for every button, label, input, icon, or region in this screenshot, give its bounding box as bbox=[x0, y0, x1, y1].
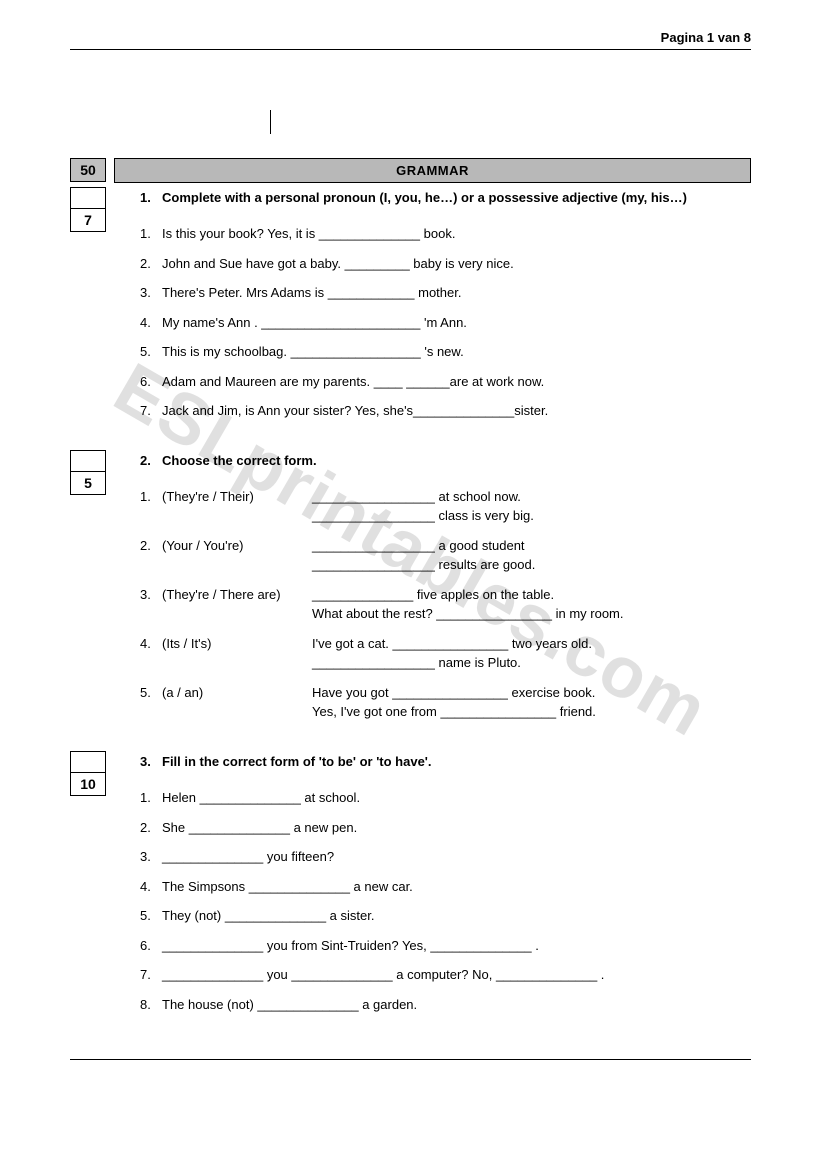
score-entry-box[interactable] bbox=[70, 450, 106, 472]
list-item: 3.There's Peter. Mrs Adams is __________… bbox=[140, 278, 751, 308]
list-item: 2. (Your / You're)_________________ a go… bbox=[140, 531, 751, 580]
list-item: 2.John and Sue have got a baby. ________… bbox=[140, 249, 751, 279]
list-item: 4.My name's Ann . ______________________… bbox=[140, 308, 751, 338]
section-title: GRAMMAR bbox=[114, 158, 751, 183]
exercise-points: 7 bbox=[84, 212, 92, 228]
list-item: 6.Adam and Maureen are my parents. ____ … bbox=[140, 367, 751, 397]
exercise-points-box: 7 bbox=[70, 208, 106, 232]
exercise-3: 10 3. Fill in the correct form of 'to be… bbox=[70, 751, 751, 1019]
list-item: 5.This is my schoolbag. ________________… bbox=[140, 337, 751, 367]
list-item: 1.Is this your book? Yes, it is ________… bbox=[140, 219, 751, 249]
score-entry-box[interactable] bbox=[70, 187, 106, 209]
list-item: 1. (They're / Their)_________________ at… bbox=[140, 482, 751, 531]
exercise-2: 5 2. Choose the correct form. 1. (They'r… bbox=[70, 450, 751, 727]
exercise-heading-text: Fill in the correct form of 'to be' or '… bbox=[162, 753, 751, 771]
list-item: 1.Helen ______________ at school. bbox=[140, 783, 751, 813]
list-item: 5.They (not) ______________ a sister. bbox=[140, 901, 751, 931]
exercise-heading: 2. Choose the correct form. bbox=[140, 450, 751, 482]
list-item: 4.The Simpsons ______________ a new car. bbox=[140, 872, 751, 902]
exercise-heading: 3. Fill in the correct form of 'to be' o… bbox=[140, 751, 751, 783]
list-item: 2.She ______________ a new pen. bbox=[140, 813, 751, 843]
list-item: 3.______________ you fifteen? bbox=[140, 842, 751, 872]
score-entry-box[interactable] bbox=[70, 751, 106, 773]
list-item: 4. (Its / It's)I've got a cat. _________… bbox=[140, 629, 751, 678]
footer-rule bbox=[70, 1059, 751, 1060]
exercise-1: 7 1. Complete with a personal pronoun (I… bbox=[70, 187, 751, 426]
list-item: 6.______________ you from Sint-Truiden? … bbox=[140, 931, 751, 961]
exercise-points: 5 bbox=[84, 475, 92, 491]
list-item: 7.Jack and Jim, is Ann your sister? Yes,… bbox=[140, 396, 751, 426]
list-item: 7.______________ you ______________ a co… bbox=[140, 960, 751, 990]
exercise-points-box: 5 bbox=[70, 471, 106, 495]
exercise-number: 1. bbox=[140, 189, 162, 207]
exercise-heading-text: Complete with a personal pronoun (I, you… bbox=[162, 189, 751, 207]
exercise-number: 3. bbox=[140, 753, 162, 771]
list-item: 8.The house (not) ______________ a garde… bbox=[140, 990, 751, 1020]
list-item: 5. (a / an)Have you got ________________… bbox=[140, 678, 751, 727]
list-item: 3. (They're / There are)______________ f… bbox=[140, 580, 751, 629]
exercise-heading-text: Choose the correct form. bbox=[162, 452, 751, 470]
worksheet-page: ESLprintables.com Pagina 1 van 8 50 GRAM… bbox=[0, 0, 821, 1100]
exercise-heading: 1. Complete with a personal pronoun (I, … bbox=[140, 187, 751, 219]
exercise-points-box: 10 bbox=[70, 772, 106, 796]
page-header: Pagina 1 van 8 bbox=[70, 30, 751, 50]
total-score-box: 50 bbox=[70, 158, 106, 182]
exercise-items: 1. (They're / Their)_________________ at… bbox=[140, 482, 751, 727]
cursor-mark bbox=[270, 110, 751, 134]
exercise-items: 1.Is this your book? Yes, it is ________… bbox=[140, 219, 751, 426]
exercise-points: 10 bbox=[80, 776, 96, 792]
section-title-row: 50 GRAMMAR bbox=[70, 158, 751, 183]
exercise-number: 2. bbox=[140, 452, 162, 470]
exercise-items: 1.Helen ______________ at school. 2.She … bbox=[140, 783, 751, 1019]
total-score-value: 50 bbox=[80, 162, 96, 178]
